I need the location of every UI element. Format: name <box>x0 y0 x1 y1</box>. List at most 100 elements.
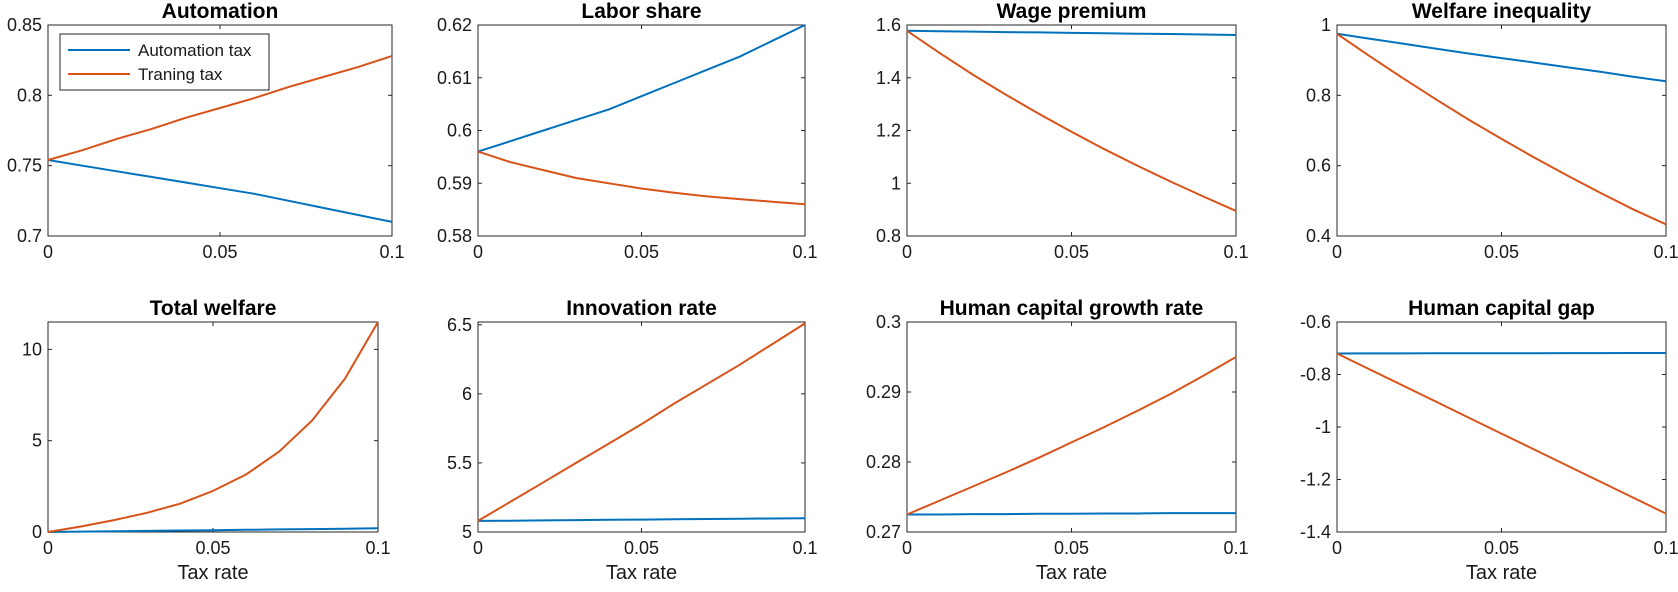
panel-7: 0 0.05 0.1 0.27 0.28 0.29 0.3 Human capital gro… <box>866 297 1249 584</box>
y-tick-label: -1 <box>1315 417 1331 437</box>
series-line-training-tax <box>47 321 379 533</box>
y-tick-label: 0.85 <box>7 15 42 35</box>
x-axis-label: Tax rate <box>177 562 248 584</box>
series-line-training-tax <box>47 54 393 161</box>
series-line-training-tax <box>1336 352 1667 515</box>
x-tick-label: 0 <box>473 538 483 558</box>
x-tick-label: 0 <box>43 242 53 262</box>
axes-box <box>47 321 379 533</box>
y-tick-label: 0.4 <box>1306 226 1331 246</box>
panel-8: 0 0.05 0.1 -1.4 -1.2 -1 -0.8 -0.6 Human capital … <box>1300 297 1678 584</box>
y-tick-label: -0.8 <box>1300 365 1331 385</box>
series-line-automation-tax <box>906 29 1237 36</box>
axes-box <box>906 321 1237 533</box>
y-tick-label: 6 <box>462 384 472 404</box>
legend-entry: Automation tax <box>138 41 252 60</box>
y-tick-label: 0.3 <box>876 312 901 332</box>
x-tick-label: 0.1 <box>792 538 817 558</box>
series-line-automation-tax <box>907 512 1236 516</box>
y-tick-label: 6.5 <box>447 315 472 335</box>
series-line-training-tax <box>1336 32 1667 226</box>
x-tick-label: 0.05 <box>202 242 237 262</box>
series-line-automation-tax <box>47 159 393 223</box>
series-line-training-tax <box>477 150 806 206</box>
x-axis-label: Tax rate <box>1036 562 1107 584</box>
axes-box <box>477 24 806 237</box>
y-tick-label: 0.59 <box>437 173 472 193</box>
x-axis-label: Tax rate <box>606 562 677 584</box>
x-tick-label: 0.1 <box>1653 242 1678 262</box>
x-tick-label: 0.05 <box>624 242 659 262</box>
y-tick-label: -1.4 <box>1300 522 1331 542</box>
y-tick-label: 5 <box>462 522 472 542</box>
y-tick-label: 0.6 <box>1306 156 1331 176</box>
x-tick-label: 0 <box>1332 242 1342 262</box>
y-tick-label: 1.6 <box>876 15 901 35</box>
legend-box <box>59 33 270 91</box>
y-tick-label: 0.27 <box>866 522 901 542</box>
series-line-automation-tax <box>1336 352 1666 355</box>
series-line-training-tax <box>906 356 1237 516</box>
x-tick-label: 0 <box>43 538 53 558</box>
x-tick-label: 0.1 <box>1653 538 1678 558</box>
panel-title: Labor share <box>581 0 701 23</box>
y-tick-label: 0.8 <box>876 226 901 246</box>
panel-4: 0 0.05 0.1 0.4 0.6 0.8 1 Welfare inequality <box>1306 0 1678 262</box>
y-tick-label: 0.7 <box>17 226 42 246</box>
x-tick-label: 0.05 <box>1054 242 1089 262</box>
axes-box <box>906 24 1237 237</box>
x-tick-label: 0.1 <box>365 538 390 558</box>
axes-box <box>1336 24 1667 237</box>
y-tick-label: -1.2 <box>1300 470 1331 490</box>
x-tick-label: 0.1 <box>1223 538 1248 558</box>
series-line-training-tax <box>906 29 1237 212</box>
x-tick-label: 0 <box>902 242 912 262</box>
x-tick-label: 0.05 <box>1484 538 1519 558</box>
y-tick-label: 0.6 <box>447 121 472 141</box>
x-tick-label: 0.05 <box>1054 538 1089 558</box>
panel-title: Total welfare <box>150 297 277 320</box>
y-tick-label: 0.28 <box>866 452 901 472</box>
legend: Automation tax Traning tax <box>59 33 270 91</box>
y-tick-label: 1 <box>1321 15 1331 35</box>
series-line-automation-tax <box>1336 32 1667 83</box>
x-tick-label: 0.1 <box>379 242 404 262</box>
x-tick-label: 0 <box>473 242 483 262</box>
y-tick-label: 0.8 <box>17 85 42 105</box>
y-tick-label: 0.75 <box>7 156 42 176</box>
legend-entry: Traning tax <box>138 65 223 84</box>
x-tick-label: 0 <box>1332 538 1342 558</box>
panel-5: 0 0.05 0.1 0 5 10 Total welfare Tax rate <box>22 297 391 584</box>
x-tick-label: 0.05 <box>1484 242 1519 262</box>
panel-2: 0 0.05 0.1 0.58 0.59 0.6 0.61 0.62 Labor share <box>437 0 818 262</box>
panel-3: 0 0.05 0.1 0.8 1 1.2 1.4 1.6 Wage premium <box>876 0 1249 262</box>
x-axis-label: Tax rate <box>1466 562 1537 584</box>
series-line-automation-tax <box>477 517 806 522</box>
panel-title: Automation <box>162 0 279 23</box>
x-tick-label: 0.05 <box>624 538 659 558</box>
y-tick-label: 0 <box>32 522 42 542</box>
panel-title: Innovation rate <box>566 297 717 320</box>
panel-title: Human capital growth rate <box>940 297 1204 320</box>
y-tick-label: 1.4 <box>876 68 901 88</box>
series-line-training-tax <box>477 322 806 522</box>
y-tick-label: 10 <box>22 339 42 359</box>
x-tick-label: 0 <box>902 538 912 558</box>
x-tick-label: 0.1 <box>792 242 817 262</box>
panel-title: Welfare inequality <box>1412 0 1592 23</box>
x-tick-label: 0.05 <box>195 538 230 558</box>
y-tick-label: 1 <box>891 173 901 193</box>
series-line-automation-tax <box>47 527 379 533</box>
y-tick-label: 0.58 <box>437 226 472 246</box>
panel-title: Human capital gap <box>1408 297 1595 320</box>
x-tick-label: 0.1 <box>1223 242 1248 262</box>
y-tick-label: 1.2 <box>876 121 901 141</box>
y-tick-label: 0.8 <box>1306 85 1331 105</box>
series-line-automation-tax <box>477 24 806 153</box>
y-tick-label: 5.5 <box>447 453 472 473</box>
y-tick-label: -0.6 <box>1300 312 1331 332</box>
y-tick-label: 0.29 <box>866 382 901 402</box>
y-tick-label: 0.61 <box>437 68 472 88</box>
y-tick-label: 5 <box>32 431 42 451</box>
